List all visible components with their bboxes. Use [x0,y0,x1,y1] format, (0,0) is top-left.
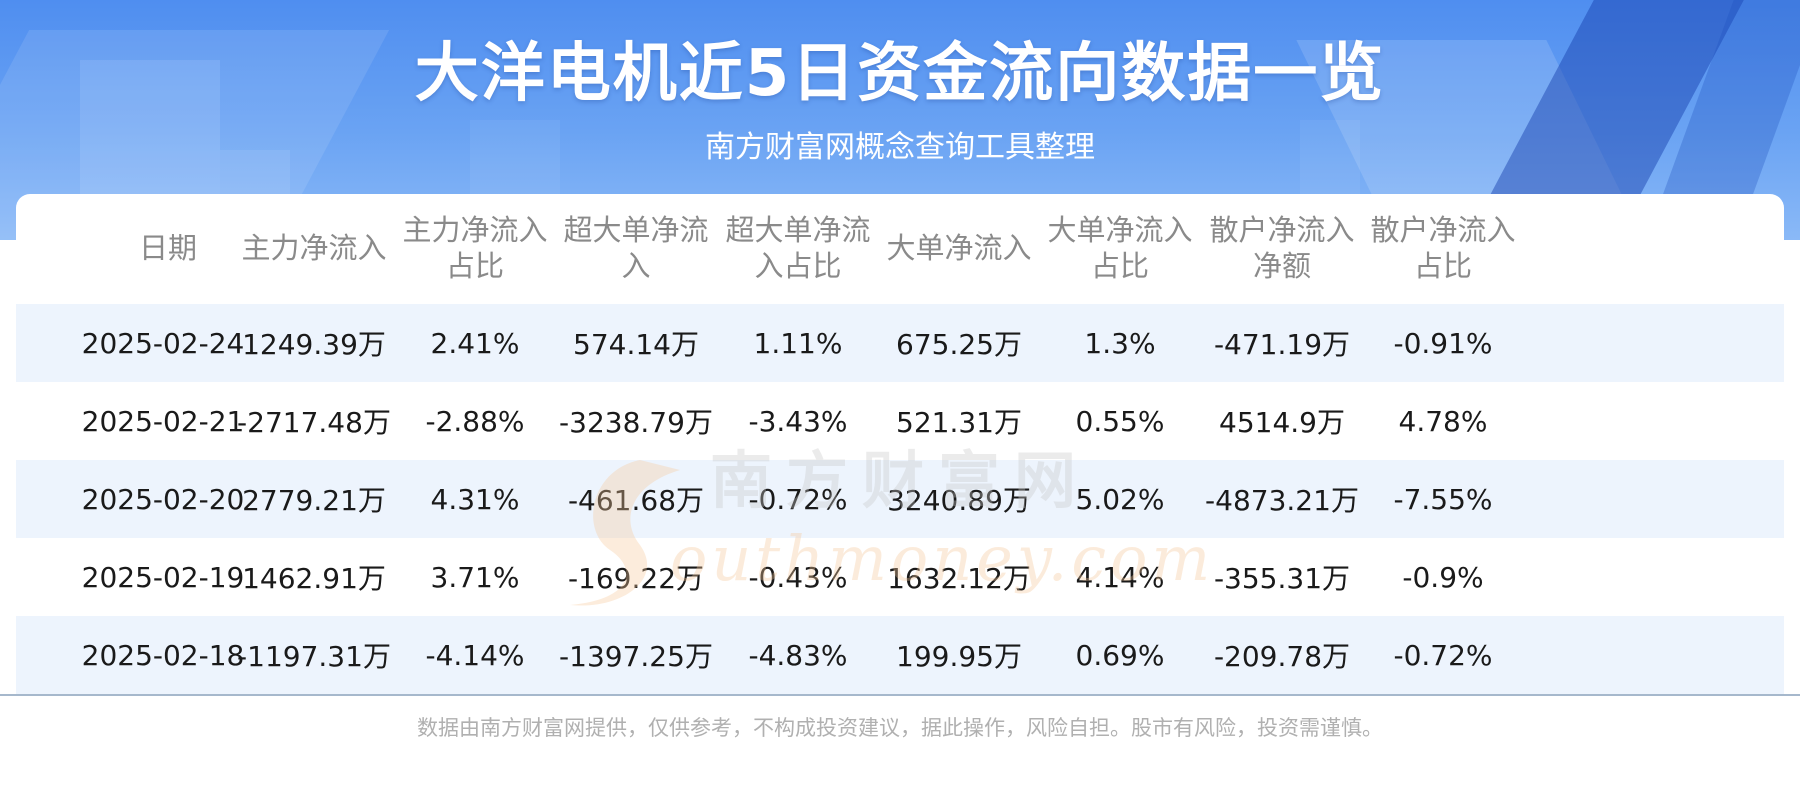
column-header-line: 散户净流入 [1209,213,1355,247]
cell-retail-net-inflow-ratio: -0.72% [1393,638,1493,672]
table-row: 2025-02-21 -2717.48万 -2.88% -3238.79万 -3… [16,382,1784,460]
cell-super-large-net-inflow: -169.22万 [567,562,705,595]
footer-disclaimer: 数据由南方财富网提供，仅供参考，不构成投资建议，据此操作，风险自担。股市有风险，… [417,716,1383,740]
cell-super-large-net-inflow-ratio: -4.83% [748,638,848,672]
column-header-line: 超大单净流 [563,213,709,247]
column-header-large-net-inflow-ratio: 大单净流入 占比 [1035,208,1205,288]
cell-date: 2025-02-24 [81,326,245,360]
table-row: 2025-02-24 1249.39万 2.41% 574.14万 1.11% … [16,304,1784,382]
cell-main-net-inflow-ratio: 2.41% [430,326,520,360]
cell-retail-net-inflow-ratio: -0.91% [1393,326,1493,360]
column-header-line: 大单净流入 [886,231,1032,265]
column-header-line: 大单净流入 [1047,213,1193,247]
cell-main-net-inflow-ratio: -2.88% [425,404,525,438]
cell-main-net-inflow: 1462.91万 [242,562,386,595]
column-header-super-large-net-inflow: 超大单净流入 [551,208,721,288]
cell-super-large-net-inflow: -3238.79万 [559,406,713,439]
cell-super-large-net-inflow-ratio: -0.72% [748,482,848,516]
page-title: 大洋电机近5日资金流向数据一览 [414,37,1386,111]
cell-large-net-inflow: 675.25万 [896,328,1022,361]
cell-super-large-net-inflow-ratio: 1.11% [753,326,843,360]
cell-large-net-inflow: 1632.12万 [887,562,1031,595]
column-header-main-net-inflow: 主力净流入 [229,208,399,288]
cell-large-net-inflow-ratio: 0.55% [1075,404,1165,438]
column-header-retail-net-inflow: 散户净流入 净额 [1197,208,1367,288]
cell-large-net-inflow-ratio: 0.69% [1075,638,1165,672]
cell-retail-net-inflow: -355.31万 [1213,562,1351,595]
cell-retail-net-inflow-ratio: -0.9% [1402,560,1484,594]
column-header-line: 主力净流入 [241,231,387,265]
column-header-line: 占比 [1090,249,1149,283]
fund-flow-table: 日期 主力净流入 主力净流入 占比 超大单净流入 超大单净流 入占比 大单净流入 大… [16,194,1784,694]
column-header-line: 入 [621,249,651,283]
cell-main-net-inflow: -2717.48万 [237,406,391,439]
cell-super-large-net-inflow: -1397.25万 [559,640,713,673]
cell-large-net-inflow-ratio: 4.14% [1075,560,1165,594]
column-header-line: 日期 [138,231,197,265]
cell-large-net-inflow: 521.31万 [896,406,1022,439]
cell-retail-net-inflow-ratio: -7.55% [1393,482,1493,516]
table-row: 2025-02-18 -1197.31万 -4.14% -1397.25万 -4… [16,616,1784,694]
cell-super-large-net-inflow: 574.14万 [573,328,699,361]
column-header-line: 散户净流入 [1370,213,1516,247]
page-subtitle: 南方财富网概念查询工具整理 [705,130,1095,165]
cell-main-net-inflow-ratio: -4.14% [425,638,525,672]
cell-main-net-inflow-ratio: 4.31% [430,482,520,516]
table-header-row: 日期 主力净流入 主力净流入 占比 超大单净流入 超大单净流 入占比 大单净流入 大… [16,194,1784,304]
cell-large-net-inflow: 3240.89万 [887,484,1031,517]
column-header-large-net-inflow: 大单净流入 [874,208,1044,288]
cell-retail-net-inflow-ratio: 4.78% [1398,404,1488,438]
column-header-line: 主力净流入 [402,213,548,247]
column-header-super-large-net-inflow-ratio: 超大单净流 入占比 [713,208,883,288]
column-header-retail-net-inflow-ratio: 散户净流入 占比 [1358,208,1528,288]
cell-main-net-inflow: 1249.39万 [242,328,386,361]
cell-main-net-inflow-ratio: 3.71% [430,560,520,594]
table-row: 2025-02-19 1462.91万 3.71% -169.22万 -0.43… [16,538,1784,616]
column-header-line: 占比 [445,249,504,283]
cell-retail-net-inflow: -209.78万 [1213,640,1351,673]
cell-main-net-inflow: -1197.31万 [237,640,391,673]
cell-retail-net-inflow: 4514.9万 [1219,406,1345,439]
cell-super-large-net-inflow-ratio: -0.43% [748,560,848,594]
cell-large-net-inflow: 199.95万 [896,640,1022,673]
column-header-line: 占比 [1413,249,1472,283]
cell-main-net-inflow: 2779.21万 [242,484,386,517]
table-row: 2025-02-20 2779.21万 4.31% -461.68万 -0.72… [16,460,1784,538]
column-header-line: 超大单净流 [725,213,871,247]
column-header-line: 净额 [1252,249,1311,283]
cell-date: 2025-02-21 [81,404,245,438]
cell-date: 2025-02-19 [81,560,245,594]
cell-date: 2025-02-20 [81,482,245,516]
cell-large-net-inflow-ratio: 1.3% [1084,326,1156,360]
table-bottom-divider [0,694,1800,696]
column-header-main-net-inflow-ratio: 主力净流入 占比 [390,208,560,288]
cell-retail-net-inflow: -4873.21万 [1205,484,1359,517]
cell-date: 2025-02-18 [81,638,245,672]
cell-super-large-net-inflow-ratio: -3.43% [748,404,848,438]
cell-large-net-inflow-ratio: 5.02% [1075,482,1165,516]
cell-super-large-net-inflow: -461.68万 [567,484,705,517]
cell-retail-net-inflow: -471.19万 [1213,328,1351,361]
column-header-date: 日期 [83,208,253,288]
column-header-line: 入占比 [754,249,842,283]
